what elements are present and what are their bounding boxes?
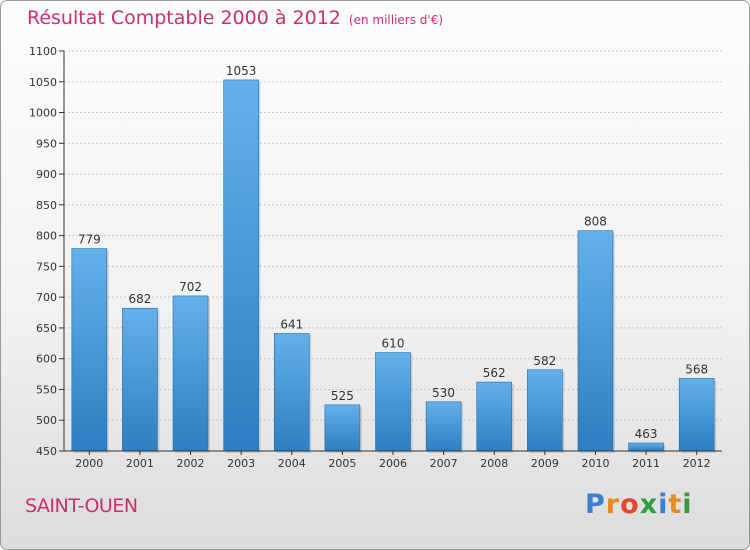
bar-2002 <box>172 295 209 452</box>
logo-letter: r <box>605 489 621 520</box>
y-tick-label: 850 <box>36 199 57 212</box>
x-tick-label: 2007 <box>430 457 458 470</box>
x-tick-label: 2005 <box>328 457 356 470</box>
y-tick-label: 450 <box>36 445 57 458</box>
y-tick-label: 950 <box>36 137 57 150</box>
logo-letter: o <box>620 489 640 520</box>
x-tick-label: 2011 <box>632 457 660 470</box>
y-tick-label: 800 <box>36 230 57 243</box>
data-label: 610 <box>382 337 405 351</box>
logo-letter: x <box>639 489 659 520</box>
axes <box>59 50 722 455</box>
bar-2009 <box>527 369 563 452</box>
bar-2007 <box>425 401 462 452</box>
chart-title-text: Résultat Comptable 2000 à 2012 <box>27 7 341 29</box>
x-tick-label: 2008 <box>480 457 508 470</box>
x-tick-label: 2004 <box>278 457 306 470</box>
bar-2012 <box>678 378 715 452</box>
bars <box>71 79 717 453</box>
x-tick-label: 2000 <box>75 457 103 470</box>
bar-2000 <box>71 248 108 452</box>
data-label: 702 <box>179 280 202 294</box>
data-label: 779 <box>78 233 101 247</box>
x-tick-label: 2003 <box>227 457 255 470</box>
x-tick-label: 2002 <box>177 457 205 470</box>
data-label: 568 <box>685 362 708 376</box>
data-label: 525 <box>331 389 354 403</box>
data-label: 808 <box>584 215 607 229</box>
y-tick-label: 550 <box>36 383 57 396</box>
y-tick-label: 1050 <box>29 76 57 89</box>
logo-letter: t <box>668 489 683 520</box>
y-tick-label: 500 <box>36 414 57 427</box>
data-label: 1053 <box>226 64 257 78</box>
data-label: 562 <box>483 366 506 380</box>
x-tick-label: 2009 <box>531 457 559 470</box>
chart-title: Résultat Comptable 2000 à 2012 (en millie… <box>27 7 443 29</box>
x-tick-label: 2010 <box>581 457 609 470</box>
bar-2006 <box>375 352 411 452</box>
bar-2004 <box>273 333 310 452</box>
commune-name: SAINT-OUEN <box>25 495 138 517</box>
y-tick-label: 900 <box>36 168 57 181</box>
data-label: 530 <box>432 386 455 400</box>
chart-subtitle: (en milliers d'€) <box>348 13 444 27</box>
x-tick-label: 2001 <box>126 457 154 470</box>
bar-2011 <box>628 442 664 452</box>
bar-2003 <box>223 79 259 452</box>
bar-2001 <box>122 307 158 452</box>
y-tick-label: 700 <box>36 291 57 304</box>
proxiti-logo[interactable]: Proxiti <box>585 489 693 520</box>
y-tick-label: 1100 <box>29 45 57 58</box>
y-tick-label: 750 <box>36 260 57 273</box>
logo-letter: i <box>682 489 693 520</box>
labels: 450 500 550 600 650 700 750 800 850 900 950 1000 105… <box>29 45 711 470</box>
data-label: 463 <box>635 427 658 441</box>
data-label: 641 <box>280 317 303 331</box>
logo-letter: P <box>585 489 606 520</box>
bar-2010 <box>577 230 614 452</box>
data-label: 682 <box>128 292 151 306</box>
y-tick-label: 650 <box>36 322 57 335</box>
bar-2008 <box>476 381 513 452</box>
y-tick-label: 1000 <box>29 107 57 120</box>
x-tick-label: 2006 <box>379 457 407 470</box>
logo-letter: i <box>658 489 669 520</box>
x-tick-label: 2012 <box>683 457 711 470</box>
y-tick-label: 600 <box>36 353 57 366</box>
data-label: 582 <box>533 354 556 368</box>
bar-2005 <box>324 404 361 452</box>
